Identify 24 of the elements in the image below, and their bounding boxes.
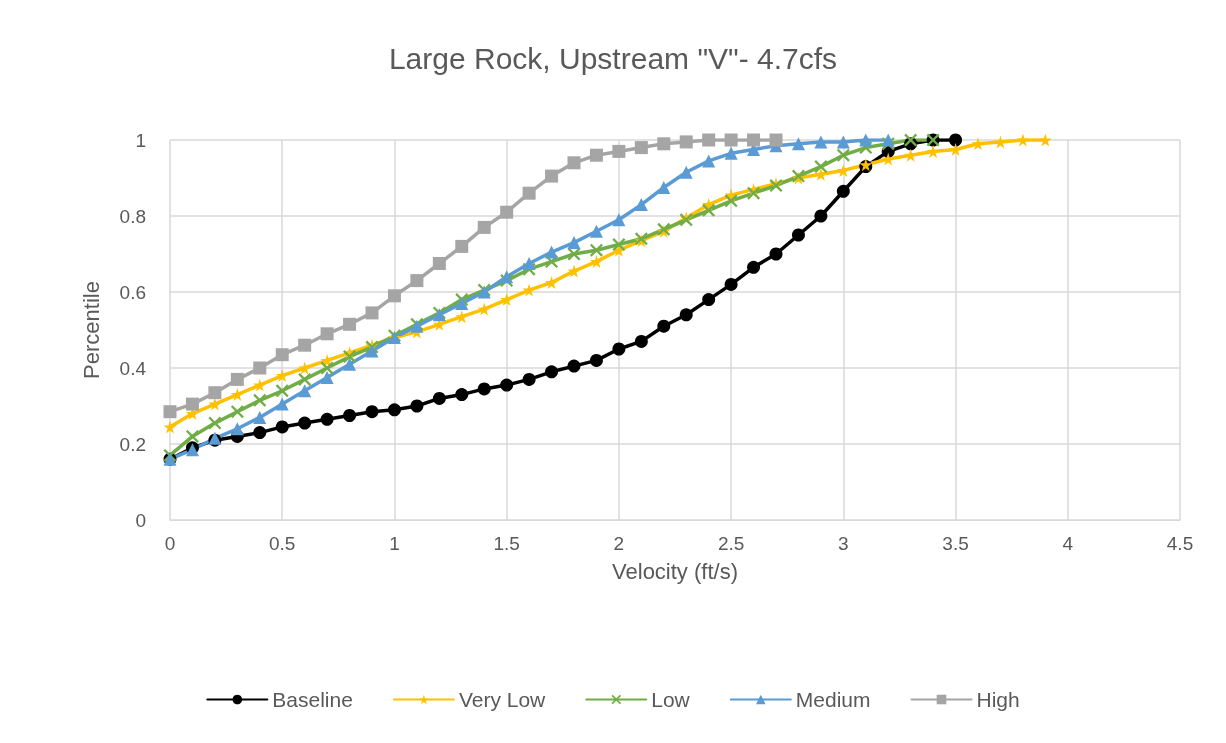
y-axis-title: Percentile	[78, 281, 104, 379]
x-tick-label: 2.5	[717, 533, 745, 554]
x-tick-label: 1.5	[493, 533, 520, 554]
y-tick-label: 0.2	[119, 433, 146, 455]
x-tick-label: 3.5	[942, 533, 969, 554]
y-tick-label: 0.8	[119, 205, 146, 227]
x-tick-label: 4	[1062, 533, 1074, 554]
x-tick-label: 3	[838, 533, 849, 554]
legend-label: Baseline	[272, 688, 353, 711]
chart-title: Large Rock, Upstream "V"- 4.7cfs	[388, 41, 838, 75]
x-axis-title: Velocity (ft/s)	[612, 558, 738, 584]
y-tick-label: 0.4	[119, 357, 147, 379]
x-tick-label: 0	[164, 533, 176, 554]
x-tick-label: 1	[389, 533, 400, 554]
y-tick-label: 1	[135, 129, 146, 151]
x-tick-label: 0.5	[269, 533, 296, 554]
y-tick-label: 0.6	[119, 281, 146, 303]
legend-label: Low	[651, 688, 691, 711]
legend-label: Very Low	[458, 688, 547, 711]
x-tick-label: 4.5	[1166, 533, 1194, 554]
legend-label: Medium	[795, 688, 871, 711]
y-tick-label: 0	[135, 509, 146, 531]
x-tick-label: 2	[613, 533, 625, 554]
legend-label: High	[976, 688, 1020, 711]
